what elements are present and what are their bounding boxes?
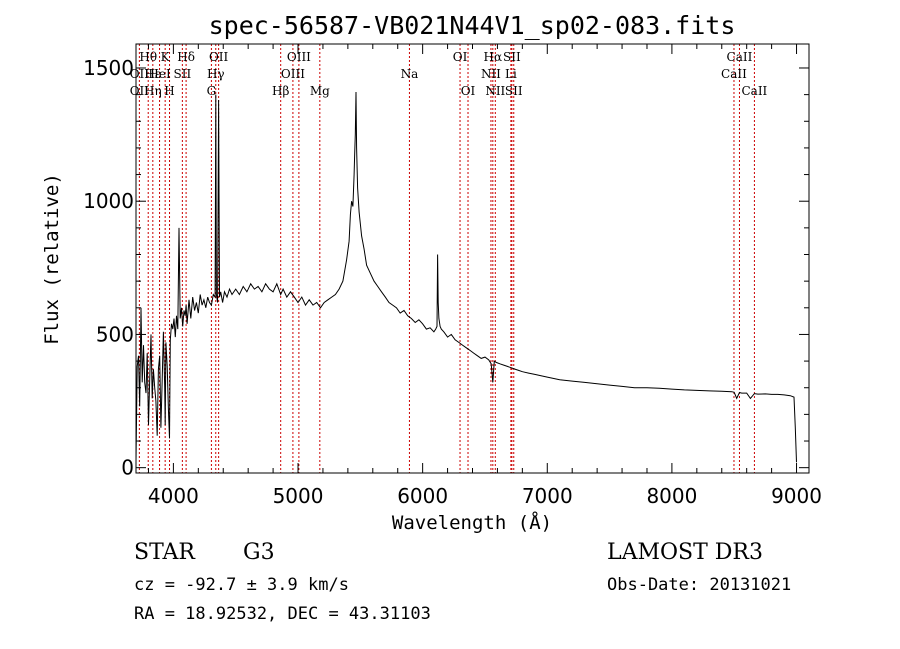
line-marker-label: OII bbox=[209, 50, 229, 64]
line-marker-label: SII bbox=[174, 67, 192, 81]
line-marker-label: K bbox=[161, 50, 171, 64]
y-tick-label: 1000 bbox=[83, 189, 134, 213]
line-marker-label: CaII bbox=[721, 67, 747, 81]
line-marker-label: OI bbox=[453, 50, 468, 64]
line-marker-label: Li bbox=[505, 67, 517, 81]
observation-date: Obs-Date: 20131021 bbox=[607, 575, 791, 595]
line-marker-label: CaII bbox=[727, 50, 753, 64]
line-marker-label: Hη bbox=[144, 84, 162, 98]
plot-frame bbox=[135, 43, 810, 474]
line-marker-label: OIII bbox=[281, 67, 305, 81]
y-axis-title: Flux (relative) bbox=[41, 173, 63, 345]
x-axis: 4000 5000 6000 7000 8000 9000 bbox=[148, 44, 822, 508]
marker-lines bbox=[138, 44, 755, 473]
y-axis: 0 500 1000 1500 bbox=[83, 56, 809, 480]
redshift-velocity: cz = -92.7 ± 3.9 km/s bbox=[134, 575, 349, 595]
x-tick-label: 4000 bbox=[148, 484, 199, 508]
line-marker-label: Hδ bbox=[177, 50, 195, 64]
line-marker-label: OII bbox=[130, 67, 150, 81]
survey-name: LAMOST DR3 bbox=[607, 540, 763, 565]
line-marker-label: OI bbox=[461, 84, 476, 98]
line-marker-label: G bbox=[207, 84, 217, 98]
line-marker-label: Hγ bbox=[207, 67, 225, 81]
line-marker-label: Hβ bbox=[272, 84, 289, 98]
line-marker-label: H bbox=[164, 84, 174, 98]
line-marker-label: SII bbox=[505, 84, 523, 98]
line-marker-label: SII bbox=[503, 50, 521, 64]
line-marker-label: OII bbox=[130, 84, 150, 98]
line-marker-label: NII bbox=[481, 67, 501, 81]
line-marker-label: Mg bbox=[310, 84, 330, 98]
x-tick-label: 8000 bbox=[646, 484, 697, 508]
y-tick-label: 1500 bbox=[83, 56, 134, 80]
object-class: STAR bbox=[134, 540, 196, 565]
line-marker-label: OIII bbox=[287, 50, 311, 64]
y-tick-label: 500 bbox=[96, 322, 134, 346]
x-tick-label: 9000 bbox=[771, 484, 822, 508]
line-marker-label: HeI bbox=[148, 67, 171, 81]
x-tick-label: 7000 bbox=[522, 484, 573, 508]
x-axis-title: Wavelength (Å) bbox=[392, 511, 552, 534]
line-marker-label: Na bbox=[401, 67, 419, 81]
line-marker-label: NII bbox=[485, 84, 505, 98]
line-marker-label: Hθ bbox=[139, 50, 157, 64]
x-tick-label: 6000 bbox=[397, 484, 448, 508]
line-marker-label: CaII bbox=[741, 84, 767, 98]
x-tick-label: 5000 bbox=[273, 484, 324, 508]
coordinates: RA = 18.92532, DEC = 43.31103 bbox=[134, 604, 431, 624]
y-tick-label: 0 bbox=[121, 456, 134, 480]
subclass: G3 bbox=[243, 540, 275, 565]
spectrum-line bbox=[135, 91, 797, 463]
line-marker-label: Hε bbox=[144, 67, 161, 81]
line-marker-label: Hα bbox=[484, 50, 503, 64]
chart-title: spec-56587-VB021N44V1_sp02-083.fits bbox=[209, 11, 736, 40]
